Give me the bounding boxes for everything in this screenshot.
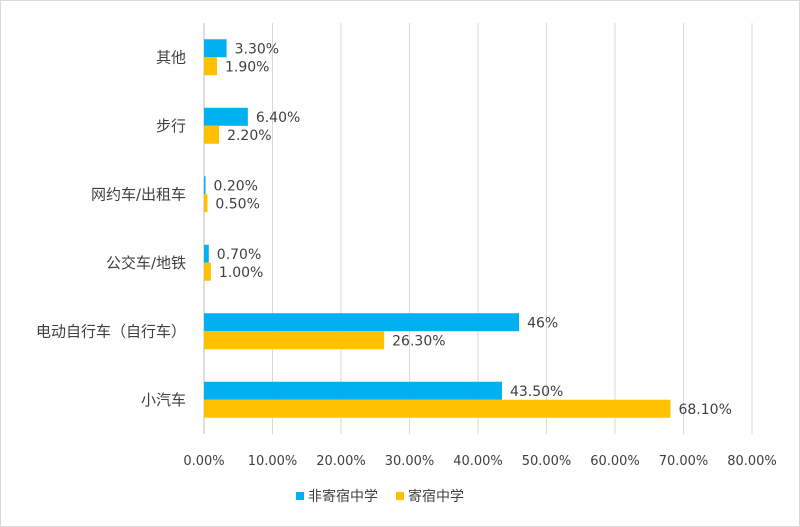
data-label: 2.20% — [227, 128, 271, 144]
bar-non-boarding — [204, 176, 206, 195]
legend-label: 非寄宿中学 — [308, 488, 378, 505]
legend-label: 寄宿中学 — [408, 488, 464, 505]
legend-swatch — [296, 492, 304, 500]
data-label: 46% — [527, 315, 558, 331]
y-category-label: 小汽车 — [141, 391, 186, 409]
bar-non-boarding — [204, 244, 209, 263]
data-label: 43.50% — [510, 384, 563, 400]
x-tick-label: 50.00% — [522, 454, 572, 469]
y-category-label: 其他 — [156, 48, 186, 66]
y-category-label: 公交车/地铁 — [106, 254, 186, 272]
x-tick-label: 80.00% — [727, 454, 777, 469]
data-label: 1.90% — [225, 59, 269, 75]
legend-swatch — [396, 492, 404, 500]
x-tick-label: 0.00% — [183, 454, 224, 469]
data-label: 0.20% — [214, 178, 258, 194]
x-tick-label: 70.00% — [659, 454, 709, 469]
bar-boarding — [204, 331, 385, 350]
y-category-label: 步行 — [156, 117, 186, 135]
y-category-label: 网约车/出租车 — [91, 185, 186, 203]
data-label: 0.70% — [217, 247, 261, 263]
data-label: 68.10% — [678, 402, 731, 418]
data-label: 3.30% — [235, 41, 279, 57]
x-tick-label: 10.00% — [248, 454, 298, 469]
bar-boarding — [204, 262, 211, 281]
bar-non-boarding — [204, 107, 248, 126]
x-tick-label: 60.00% — [590, 454, 640, 469]
bar-non-boarding — [204, 39, 227, 58]
bar-boarding — [204, 399, 671, 418]
bar-boarding — [204, 125, 220, 144]
bar-boarding — [204, 194, 208, 213]
y-category-label: 电动自行车（自行车） — [36, 322, 186, 340]
data-label: 0.50% — [215, 196, 259, 212]
bar-non-boarding — [204, 381, 502, 400]
x-tick-label: 30.00% — [385, 454, 435, 469]
x-tick-label: 20.00% — [316, 454, 366, 469]
data-label: 1.00% — [219, 265, 263, 281]
bar-boarding — [204, 57, 218, 76]
data-label: 26.30% — [392, 333, 445, 349]
x-tick-label: 40.00% — [453, 454, 503, 469]
bar-non-boarding — [204, 313, 520, 332]
data-label: 6.40% — [256, 110, 300, 126]
